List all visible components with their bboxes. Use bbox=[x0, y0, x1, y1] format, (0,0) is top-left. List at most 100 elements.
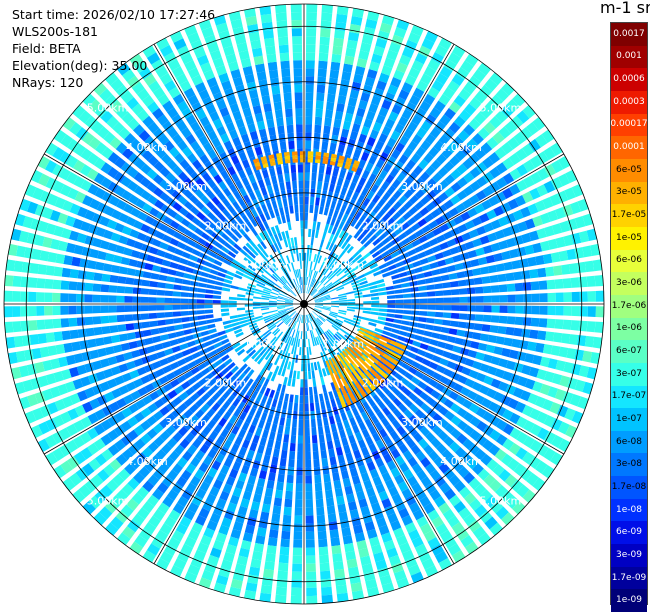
range-gate bbox=[244, 524, 255, 535]
ray bbox=[327, 37, 452, 260]
range-gate bbox=[496, 419, 508, 431]
range-gate bbox=[118, 384, 129, 396]
ray bbox=[334, 333, 526, 515]
range-gate bbox=[329, 337, 336, 346]
range-gate bbox=[177, 241, 187, 250]
range-gate bbox=[293, 338, 297, 347]
range-gate bbox=[444, 488, 456, 501]
range-gate bbox=[464, 492, 477, 505]
range-gate bbox=[397, 266, 406, 273]
range-gate bbox=[390, 251, 400, 259]
range-gate bbox=[132, 472, 145, 484]
range-gate bbox=[277, 199, 283, 208]
range-gate bbox=[314, 300, 323, 303]
range-gate bbox=[462, 198, 473, 209]
range-gate bbox=[408, 67, 421, 79]
range-gate bbox=[393, 27, 407, 39]
range-gate bbox=[100, 162, 113, 175]
range-gate bbox=[472, 360, 483, 370]
range-gate bbox=[333, 560, 344, 571]
range-gate bbox=[247, 320, 257, 325]
range-gate bbox=[547, 305, 556, 316]
range-gate bbox=[59, 167, 71, 181]
range-gate bbox=[82, 401, 94, 413]
range-gate bbox=[221, 354, 230, 362]
range-gate bbox=[311, 278, 315, 287]
range-gate bbox=[313, 308, 322, 313]
range-gate bbox=[413, 212, 423, 222]
range-gate bbox=[406, 382, 417, 391]
range-gate bbox=[337, 454, 346, 464]
range-gate bbox=[305, 451, 311, 460]
range-gate bbox=[317, 246, 322, 256]
range-gate bbox=[192, 159, 203, 170]
range-gate bbox=[320, 198, 326, 207]
range-gate bbox=[54, 196, 66, 209]
range-gate bbox=[101, 147, 114, 160]
range-gate bbox=[489, 166, 501, 179]
range-gate bbox=[240, 99, 250, 110]
start-time-label: Start time: 2026/02/10 17:27:46 bbox=[12, 7, 216, 22]
range-gate bbox=[364, 270, 373, 277]
range-gate bbox=[212, 479, 224, 490]
range-gate bbox=[276, 117, 284, 127]
colorbar-cell: 1e-09 bbox=[611, 589, 647, 612]
range-gate bbox=[309, 269, 313, 278]
range-gate bbox=[369, 468, 379, 479]
range-gate bbox=[453, 215, 464, 225]
range-gate bbox=[508, 248, 519, 259]
range-gate bbox=[197, 165, 207, 177]
range-gate bbox=[333, 118, 342, 129]
range-gate bbox=[318, 165, 325, 174]
range-gate bbox=[341, 527, 352, 537]
range-gate bbox=[240, 322, 249, 328]
range-gate bbox=[429, 127, 441, 139]
range-gate bbox=[438, 462, 450, 474]
range-gate bbox=[234, 563, 247, 574]
range-gate bbox=[107, 181, 119, 193]
range-gate bbox=[306, 285, 309, 294]
range-gate bbox=[427, 59, 441, 71]
range-gate bbox=[270, 175, 278, 185]
range-gate bbox=[310, 312, 316, 320]
range-gate bbox=[362, 310, 371, 314]
range-gate bbox=[89, 349, 100, 360]
range-gate bbox=[560, 264, 571, 275]
range-gate bbox=[200, 414, 211, 425]
range-gate bbox=[172, 165, 183, 176]
range-gate bbox=[156, 211, 167, 222]
range-gate bbox=[248, 191, 257, 201]
range-gate bbox=[128, 341, 138, 350]
range-gate bbox=[141, 446, 154, 459]
range-gate bbox=[158, 326, 168, 334]
range-gate bbox=[14, 213, 26, 227]
range-gate bbox=[483, 305, 492, 313]
range-gate bbox=[268, 126, 276, 136]
range-gate bbox=[306, 4, 318, 13]
range-gate bbox=[318, 52, 329, 62]
range-gate bbox=[68, 366, 80, 378]
range-gate bbox=[266, 545, 277, 555]
range-gate bbox=[293, 270, 297, 279]
range-gate bbox=[111, 209, 122, 220]
range-gate bbox=[360, 187, 369, 197]
range-gate bbox=[277, 307, 286, 310]
range-gate bbox=[271, 313, 280, 319]
range-gate bbox=[507, 294, 516, 303]
range-gate bbox=[177, 183, 188, 194]
range-ring-label: 3.00km bbox=[401, 180, 443, 193]
range-gate bbox=[217, 212, 227, 222]
range-gate bbox=[490, 219, 502, 230]
range-gate bbox=[346, 105, 356, 115]
range-gate bbox=[539, 305, 548, 315]
range-gate bbox=[228, 304, 237, 308]
range-gate bbox=[256, 527, 267, 537]
range-gate bbox=[121, 483, 135, 496]
range-gate bbox=[495, 405, 507, 417]
range-gate bbox=[69, 203, 81, 215]
range-gate bbox=[401, 108, 413, 120]
range-gate bbox=[45, 177, 58, 190]
feature-gate bbox=[276, 152, 283, 158]
range-gate bbox=[132, 296, 141, 303]
range-gate bbox=[227, 250, 237, 259]
